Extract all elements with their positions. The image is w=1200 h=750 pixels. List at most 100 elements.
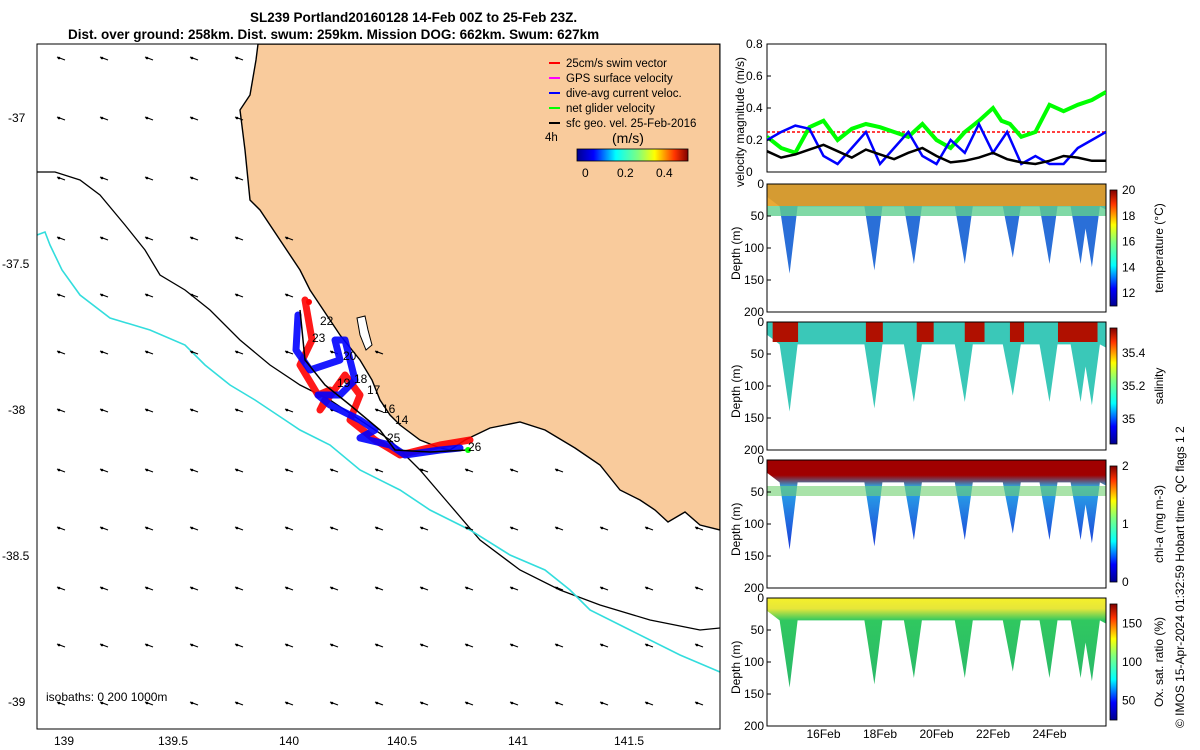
geo-arrow-head <box>330 350 334 354</box>
geo-arrow-head <box>145 586 149 590</box>
date-tick-label: 18Feb <box>863 727 897 741</box>
colorbar-tick-label: 35 <box>1122 412 1136 426</box>
geo-arrow-head <box>600 643 604 647</box>
geo-arrow-head <box>285 526 289 530</box>
geo-arrow-head <box>145 56 149 60</box>
depth-ylabel: Depth (m) <box>729 227 743 280</box>
depth-tick-label: 50 <box>751 347 765 361</box>
geo-arrow-head <box>330 586 334 590</box>
high-salinity-patch <box>865 322 883 342</box>
depth-ylabel: Depth (m) <box>729 641 743 694</box>
high-salinity-patch <box>1009 322 1025 342</box>
day-label: 20 <box>343 349 357 363</box>
geo-arrow-head <box>190 176 194 180</box>
geo-arrow-head <box>420 701 424 705</box>
legend-net-glider: net glider velocity <box>566 103 655 115</box>
date-tick-label: 24Feb <box>1032 727 1066 741</box>
geo-arrow-head <box>285 468 289 472</box>
colorbar-tick: 0 <box>582 166 589 180</box>
y-tick-label: -37.5 <box>2 257 30 271</box>
date-tick-label: 22Feb <box>976 727 1010 741</box>
geo-arrow-head <box>145 643 149 647</box>
colorbar-tick-label: 35.4 <box>1122 346 1146 360</box>
colorbar-tick-label: 50 <box>1122 694 1136 708</box>
geo-arrow-head <box>555 468 559 472</box>
geo-arrow-head <box>510 468 514 472</box>
colorbar-tick-label: 14 <box>1122 260 1136 274</box>
date-tick-label: 20Feb <box>919 727 953 741</box>
legend-swim-vector: 25cm/s swim vector <box>566 58 667 70</box>
geo-arrow-head <box>330 526 334 530</box>
geo-arrow-head <box>695 586 699 590</box>
geo-arrow-head <box>145 176 149 180</box>
day-label: 22 <box>320 314 334 328</box>
depth-tick-label: 50 <box>751 623 765 637</box>
map-legend: 25cm/s swim vector GPS surface velocity … <box>545 58 696 180</box>
geo-arrow-head <box>145 526 149 530</box>
geo-arrow-head <box>145 408 149 412</box>
geo-arrow-head <box>100 293 104 297</box>
colorbar-label: Ox. sat. ratio (%) <box>1152 617 1166 707</box>
section-colorbar <box>1109 465 1118 583</box>
geo-arrow-head <box>190 526 194 530</box>
day-label: 19 <box>337 376 351 390</box>
geo-arrow-head <box>285 350 289 354</box>
day-label: 18 <box>354 372 368 386</box>
geo-arrow-head <box>235 586 239 590</box>
isobaths-label: isobaths: 0 200 1000m <box>46 690 167 704</box>
geo-arrow-head <box>600 526 604 530</box>
x-tick-label: 140.5 <box>387 734 417 748</box>
legend-dive-avg: dive-avg current veloc. <box>566 88 682 100</box>
figure-title-line2: Dist. over ground: 258km. Dist. swum: 25… <box>68 27 599 42</box>
geo-arrow-head <box>57 408 61 412</box>
land-mass <box>239 44 720 531</box>
y-tick-label: -38 <box>8 403 26 417</box>
depth-tick-label: 50 <box>751 209 765 223</box>
chl-transition-layer <box>767 486 1106 496</box>
depth-tick-label: 150 <box>744 273 764 287</box>
geo-arrow-head <box>100 236 104 240</box>
colorbar-unit: (m/s) <box>612 130 644 146</box>
geo-arrow-head <box>555 586 559 590</box>
geo-arrow-head <box>100 643 104 647</box>
x-tick-label: 140 <box>279 734 299 748</box>
geo-arrow-head <box>57 350 61 354</box>
colorbar-tick: 0.2 <box>617 166 634 180</box>
section-panel: 0 50 100 150 200 Depth (m) 12 14 16 18 20 temperatu… <box>729 177 1166 319</box>
geo-arrow-head <box>145 116 149 120</box>
depth-ylabel: Depth (m) <box>729 503 743 556</box>
geo-arrow-head <box>235 526 239 530</box>
colorbar-label: chl-a (mg m-3) <box>1152 485 1166 563</box>
geo-arrow-head <box>145 468 149 472</box>
geo-arrow-head <box>145 350 149 354</box>
geo-arrow-head <box>465 526 469 530</box>
depth-tick-label: 150 <box>744 549 764 563</box>
geo-arrow-head <box>420 586 424 590</box>
geo-arrow-head <box>235 408 239 412</box>
colorbar-tick-label: 1 <box>1122 517 1129 531</box>
high-salinity-patch <box>916 322 934 342</box>
geo-arrow-head <box>285 643 289 647</box>
legend-gps-velocity: GPS surface velocity <box>566 73 673 85</box>
geo-arrow-head <box>190 408 194 412</box>
y-tick-label: -39 <box>8 695 26 709</box>
geo-arrow-head <box>375 350 379 354</box>
depth-tick-label: 100 <box>744 655 764 669</box>
colorbar-tick-label: 18 <box>1122 209 1136 223</box>
geo-arrow-head <box>465 701 469 705</box>
geo-arrow-head <box>375 408 379 412</box>
credit-text: © IMOS 15-Apr-2024 01:32:59 Hobart time.… <box>1173 426 1187 728</box>
x-tick-label: 139.5 <box>158 734 188 748</box>
geo-arrow-head <box>695 701 699 705</box>
geo-arrow-head <box>375 701 379 705</box>
section-panel: 0 50 100 150 200 Depth (m) 0 1 2 chl-a (mg m-3) <box>729 453 1166 595</box>
geo-arrow-head <box>235 350 239 354</box>
colorbar-tick: 0.4 <box>656 166 673 180</box>
geo-arrow-head <box>695 526 699 530</box>
geo-arrow-head <box>190 116 194 120</box>
section-field <box>767 322 1106 412</box>
velocity-series-line <box>767 90 1106 156</box>
isobath-1000m <box>37 230 720 673</box>
geo-arrow-head <box>645 586 649 590</box>
